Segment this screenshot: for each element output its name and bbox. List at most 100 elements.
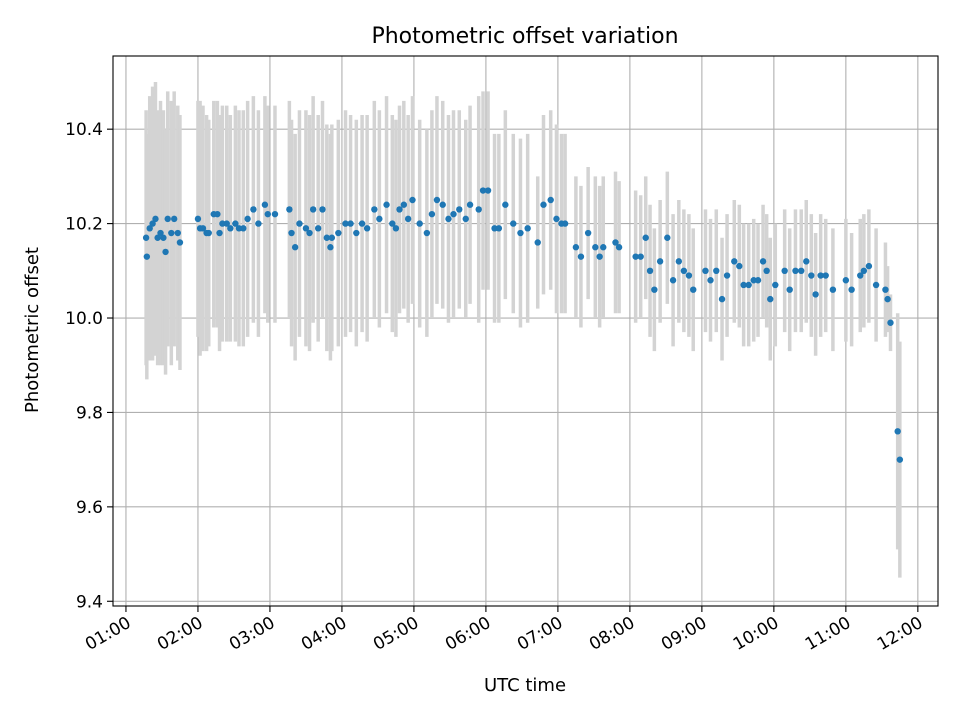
data-point: [232, 220, 239, 227]
data-point: [328, 234, 336, 241]
data-point: [872, 281, 880, 289]
data-point: [157, 229, 164, 237]
data-point: [540, 201, 547, 208]
data-point: [409, 196, 416, 204]
data-point: [392, 225, 400, 232]
data-point: [462, 215, 469, 223]
data-point: [264, 210, 271, 218]
data-point: [596, 253, 603, 260]
y-tick-label: 9.8: [76, 403, 103, 423]
data-point: [707, 277, 714, 284]
data-point: [484, 187, 492, 194]
data-point: [685, 272, 693, 279]
data-point: [302, 225, 310, 232]
x-tick-label: 06:00: [442, 613, 494, 655]
data-point: [176, 239, 184, 246]
y-tick-label: 10.0: [65, 309, 103, 329]
data-point: [250, 206, 257, 213]
data-point: [808, 272, 815, 279]
data-point: [690, 286, 697, 293]
data-point: [423, 229, 431, 237]
y-tick-label: 9.4: [76, 592, 103, 612]
data-point: [894, 428, 901, 435]
data-point: [829, 286, 837, 293]
data-point: [781, 267, 788, 275]
data-point: [428, 210, 436, 218]
x-tick-label: 08:00: [586, 613, 638, 655]
data-point: [584, 229, 592, 237]
data-point: [347, 220, 354, 227]
data-point: [740, 281, 747, 289]
x-axis-label: UTC time: [484, 675, 566, 696]
data-point: [517, 229, 524, 237]
data-point: [803, 258, 810, 265]
data-point: [745, 281, 752, 289]
data-point: [561, 220, 569, 227]
data-point: [445, 215, 452, 223]
data-point: [371, 206, 378, 213]
y-tick-label: 9.6: [76, 498, 103, 518]
data-point: [860, 267, 868, 275]
data-point: [319, 206, 326, 213]
data-point: [296, 220, 303, 227]
data-point: [255, 220, 262, 227]
grid: [113, 56, 938, 606]
y-axis-label: Photometric offset: [22, 247, 43, 413]
data-point: [323, 234, 331, 241]
data-point: [664, 234, 671, 241]
data-point: [857, 272, 864, 279]
x-tick-label: 07:00: [514, 613, 566, 655]
data-point: [865, 262, 873, 270]
data-point: [142, 234, 150, 241]
data-point: [767, 295, 774, 303]
x-tick-label: 04:00: [298, 613, 350, 655]
data-point: [772, 281, 779, 289]
data-point: [754, 277, 762, 284]
data-point: [822, 272, 829, 279]
data-point: [199, 225, 207, 232]
data-point: [400, 201, 408, 208]
data-point: [363, 225, 371, 232]
data-point: [342, 220, 349, 227]
data-point: [261, 201, 269, 208]
data-point: [358, 220, 366, 227]
data-point: [223, 220, 230, 227]
data-point: [162, 248, 169, 256]
data-point: [572, 244, 580, 251]
data-point: [288, 229, 295, 237]
data-point: [152, 215, 159, 223]
data-point: [553, 215, 560, 223]
x-tick-label: 01:00: [82, 613, 134, 655]
data-point: [309, 206, 317, 213]
data-point: [383, 201, 390, 208]
data-point: [786, 286, 793, 293]
data-point: [194, 215, 202, 223]
data-point: [439, 201, 446, 208]
x-tick-label: 11:00: [802, 613, 854, 655]
data-point: [612, 239, 619, 246]
data-point: [713, 267, 720, 275]
data-point: [216, 229, 223, 237]
y-axis-ticks: 9.4 9.6 9.8 10.0 10.2 10.4: [65, 120, 113, 612]
data-point: [450, 210, 457, 218]
data-point: [798, 267, 805, 275]
data-point: [600, 244, 607, 251]
data-point: [227, 225, 234, 232]
data-point: [842, 277, 850, 284]
data-point: [164, 215, 171, 223]
data-point: [723, 272, 731, 279]
data-point: [577, 253, 585, 260]
data-point: [495, 225, 503, 232]
data-point: [146, 225, 153, 232]
data-points: [142, 187, 904, 463]
data-point: [615, 244, 623, 251]
data-point: [244, 215, 251, 223]
data-point: [174, 229, 181, 237]
data-point: [812, 291, 819, 298]
x-tick-label: 09:00: [658, 613, 710, 655]
data-point: [479, 187, 487, 194]
data-point: [376, 215, 383, 223]
data-point: [314, 225, 322, 232]
data-point: [646, 267, 654, 275]
data-point: [396, 206, 403, 213]
